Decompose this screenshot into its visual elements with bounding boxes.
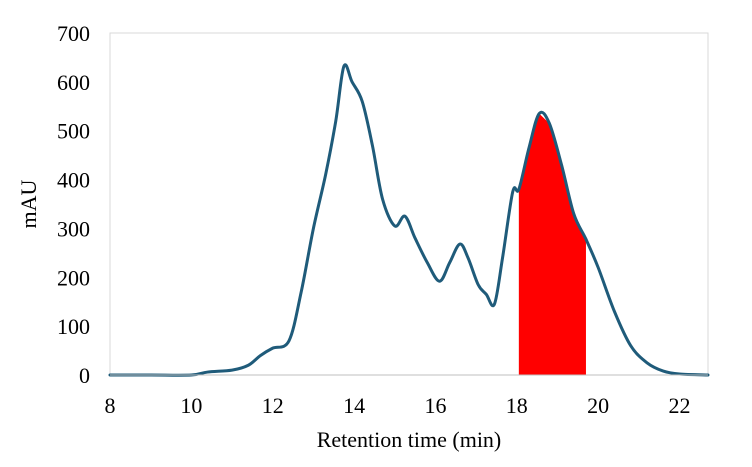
highlighted-peak-fraction xyxy=(518,113,586,376)
x-tick-label: 22 xyxy=(669,393,691,418)
y-tick-label: 300 xyxy=(57,216,90,241)
y-tick-label: 100 xyxy=(57,314,90,339)
x-tick-label: 8 xyxy=(105,393,116,418)
y-tick-label: 0 xyxy=(79,363,90,388)
y-tick-label: 600 xyxy=(57,70,90,95)
x-tick-label: 20 xyxy=(587,393,609,418)
y-axis-ticks: 0 100 200 300 400 500 600 700 xyxy=(57,21,90,388)
y-axis-title: mAU xyxy=(16,179,41,228)
series-line-chromatogram xyxy=(108,63,710,377)
y-tick-label: 700 xyxy=(57,21,90,46)
x-tick-label: 10 xyxy=(180,393,202,418)
x-tick-label: 12 xyxy=(262,393,284,418)
y-tick-label: 400 xyxy=(57,168,90,193)
x-axis-title: Retention time (min) xyxy=(317,427,502,452)
y-tick-label: 500 xyxy=(57,119,90,144)
x-axis-ticks: 8 10 12 14 16 18 20 22 xyxy=(105,393,691,418)
x-tick-label: 14 xyxy=(343,393,365,418)
x-tick-label: 16 xyxy=(424,393,446,418)
y-tick-label: 200 xyxy=(57,265,90,290)
x-tick-label: 18 xyxy=(506,393,528,418)
